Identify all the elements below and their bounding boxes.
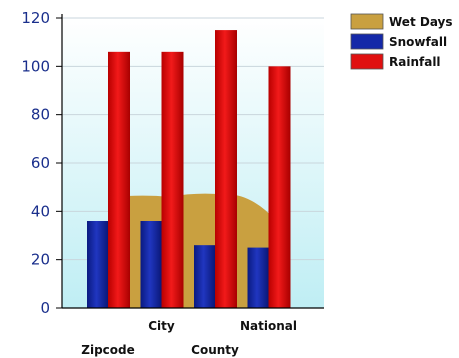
legend-label: Rainfall <box>389 55 441 69</box>
y-tick-label: 0 <box>40 299 50 317</box>
y-tick-label: 100 <box>21 57 50 75</box>
y-tick-label: 120 <box>21 9 50 27</box>
bar-snowfall <box>87 221 108 308</box>
legend-swatch <box>350 13 384 30</box>
legend-label: Wet Days <box>389 15 453 29</box>
y-tick-label: 60 <box>31 154 50 172</box>
y-tick-label: 80 <box>31 106 50 124</box>
y-tick-labels: 0 20 40 60 80 100 120 <box>21 9 50 317</box>
legend-swatch <box>350 53 384 70</box>
x-tick-label: Zipcode <box>81 343 135 357</box>
bar-snowfall <box>140 221 162 308</box>
y-tick-label: 40 <box>31 202 50 220</box>
bars <box>87 30 291 308</box>
x-tick-label: National <box>240 319 297 333</box>
bar-rainfall <box>215 30 237 308</box>
legend-label: Snowfall <box>389 35 447 49</box>
legend-swatch <box>350 33 384 50</box>
bar-rainfall <box>161 51 184 308</box>
axes <box>61 14 324 309</box>
bar-snowfall <box>247 247 269 308</box>
y-tick-label: 20 <box>31 251 50 269</box>
bar-rainfall <box>268 66 291 308</box>
bar-rainfall <box>108 51 130 308</box>
bar-snowfall <box>194 245 215 308</box>
legend: Wet Days Snowfall Rainfall <box>350 13 453 70</box>
x-tick-label: County <box>191 343 239 357</box>
x-tick-label: City <box>148 319 175 333</box>
